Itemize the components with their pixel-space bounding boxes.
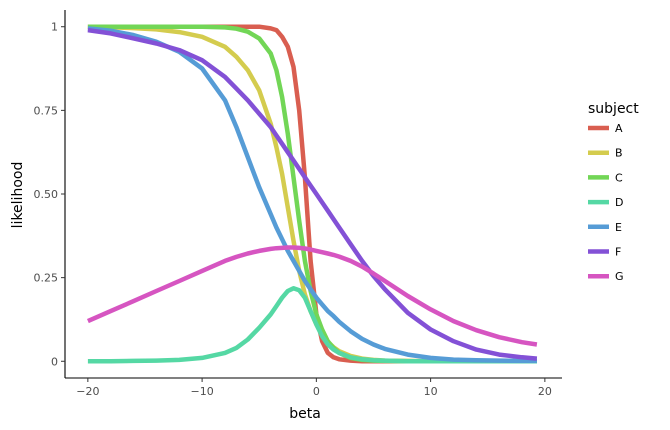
legend-title: subject <box>588 101 639 117</box>
legend-label-e: E <box>615 221 622 234</box>
plot-area <box>86 24 538 364</box>
legend-label-b: B <box>615 147 623 160</box>
y-tick-label: 0.50 <box>34 188 59 201</box>
series-line-d <box>87 286 537 364</box>
series-line-e <box>87 26 537 364</box>
legend-label-f: F <box>615 246 621 259</box>
x-tick-label: 10 <box>424 385 438 398</box>
legend-label-c: C <box>615 171 623 184</box>
legend-label-d: D <box>615 196 623 209</box>
x-tick-label: 0 <box>313 385 320 398</box>
y-tick-label: 1 <box>51 21 58 34</box>
x-axis-title: beta <box>289 406 321 422</box>
y-axis-title: likelihood <box>10 162 26 229</box>
y-tick-label: 0 <box>51 355 58 368</box>
legend-label-g: G <box>615 270 624 283</box>
y-tick-label: 0.75 <box>34 104 59 117</box>
x-tick-label: 20 <box>538 385 552 398</box>
x-tick-label: −20 <box>76 385 99 398</box>
y-axis: 0 0.25 0.50 0.75 1 <box>34 10 66 378</box>
y-tick-label: 0.25 <box>34 272 59 285</box>
legend-label-a: A <box>615 122 623 135</box>
x-tick-label: −10 <box>190 385 213 398</box>
x-axis: −20 −10 0 10 20 <box>65 377 562 398</box>
series-line-g <box>86 245 538 347</box>
series-line-f <box>87 27 538 361</box>
